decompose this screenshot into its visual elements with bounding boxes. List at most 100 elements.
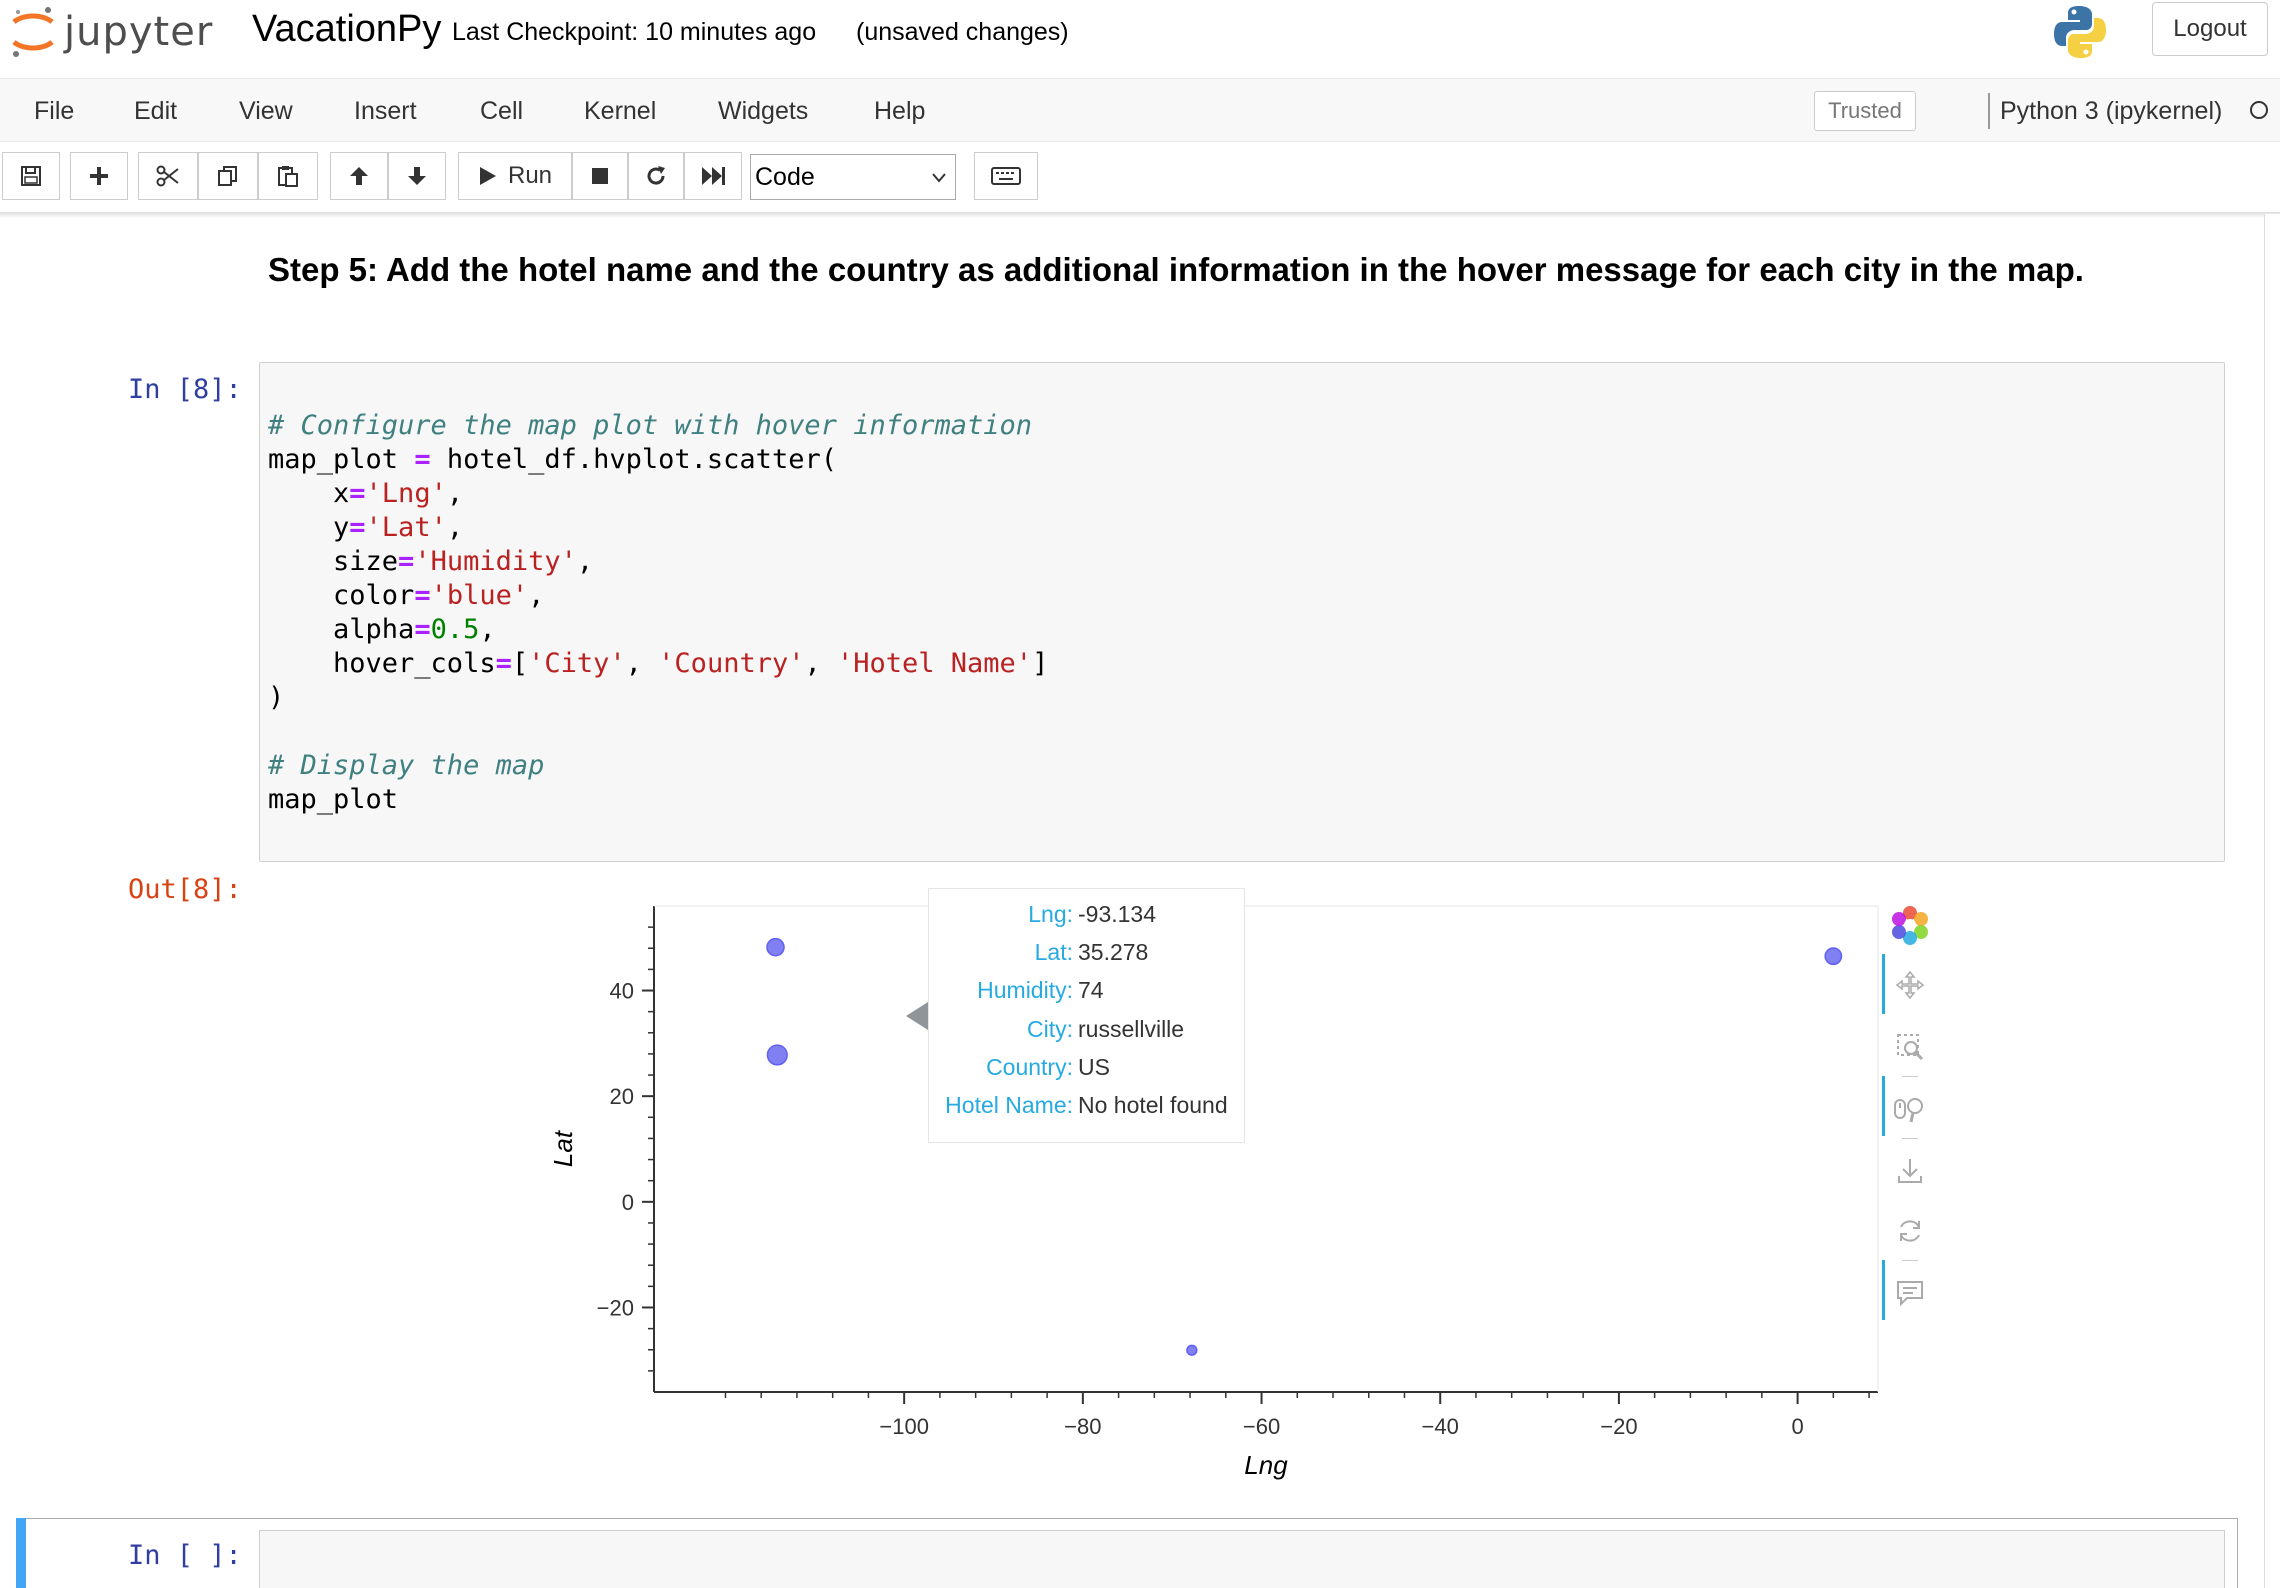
- tooltip-row: Lat: 35.278: [929, 939, 1246, 977]
- notebook-title[interactable]: VacationPy: [252, 8, 442, 50]
- bokeh-logo[interactable]: [1880, 900, 1940, 950]
- trusted-badge[interactable]: Trusted: [1814, 91, 1916, 131]
- tooltip-value: -93.134: [1078, 901, 1157, 927]
- menu-cell[interactable]: Cell: [480, 97, 524, 125]
- tooltip-value: 35.278: [1078, 939, 1149, 965]
- reset-icon: [1900, 1220, 1920, 1242]
- kernel-divider: [1988, 93, 1990, 129]
- bokeh-logo-icon: [1892, 906, 1928, 945]
- notebook-header: jupyter VacationPy Last Checkpoint: 10 m…: [0, 0, 2280, 78]
- scatter-point[interactable]: [766, 1044, 788, 1066]
- scrollbar[interactable]: [2264, 214, 2280, 1588]
- save-button[interactable]: [2, 152, 60, 200]
- code-editor[interactable]: # Configure the map plot with hover info…: [268, 409, 1048, 817]
- hover-tool[interactable]: [1880, 1268, 1940, 1318]
- jupyter-logo-text: jupyter: [64, 9, 214, 55]
- tooltip-value: 74: [1078, 977, 1104, 1003]
- code-line-12: map_plot: [268, 784, 399, 815]
- plot-ticks: −100 −80 −60 −40 −20 0 −20 0 20 40: [597, 926, 1870, 1439]
- checkpoint-status: Last Checkpoint: 10 minutes ago: [452, 18, 817, 46]
- y-tick-label: 0: [622, 1190, 634, 1215]
- tooltip-key: Lat:: [1034, 939, 1073, 965]
- save-plot-tool[interactable]: [1880, 1146, 1940, 1196]
- code-line-11: # Display the map: [268, 750, 545, 781]
- code-line-6: color='blue',: [268, 580, 545, 611]
- move-down-button[interactable]: [388, 152, 446, 200]
- x-tick-label: −20: [1600, 1414, 1637, 1439]
- x-tick-label: −100: [879, 1414, 929, 1439]
- x-tick-label: −60: [1243, 1414, 1280, 1439]
- code-line-3: x='Lng',: [268, 478, 464, 509]
- input-prompt: In [8]:: [128, 374, 242, 405]
- tooltip-row: Humidity: 74: [929, 977, 1246, 1015]
- scatter-plot[interactable]: −100 −80 −60 −40 −20 0 −20 0 20 40 Lng Lat: [540, 880, 1880, 1500]
- jupyter-logo[interactable]: jupyter: [8, 4, 213, 60]
- tooltip-key: Humidity:: [977, 977, 1073, 1003]
- command-palette-button[interactable]: [974, 152, 1038, 200]
- x-tick-label: −40: [1422, 1414, 1459, 1439]
- interrupt-button[interactable]: [572, 152, 628, 200]
- tooltip-value: russellville: [1078, 1016, 1185, 1042]
- menu-insert[interactable]: Insert: [354, 97, 417, 125]
- restart-button[interactable]: [628, 152, 684, 200]
- code-line-8: hover_cols=['City', 'Country', 'Hotel Na…: [268, 648, 1049, 679]
- tooltip-row: Country: US: [929, 1054, 1246, 1092]
- tooltip-value: US: [1078, 1054, 1110, 1080]
- menu-edit[interactable]: Edit: [134, 97, 178, 125]
- logout-button[interactable]: Logout: [2152, 2, 2268, 56]
- play-icon: [479, 167, 496, 185]
- code-line-2: map_plot = hotel_df.hvplot.scatter(: [268, 444, 837, 475]
- code-cell-input[interactable]: # Configure the map plot with hover info…: [259, 362, 2225, 862]
- save-icon: [21, 166, 41, 186]
- kernel-name[interactable]: Python 3 (ipykernel): [2000, 97, 2223, 125]
- move-up-button[interactable]: [330, 152, 388, 200]
- copy-button[interactable]: [198, 152, 258, 200]
- tooltip-value: No hotel found: [1078, 1092, 1228, 1118]
- menu-view[interactable]: View: [239, 97, 293, 125]
- paste-icon: [278, 166, 298, 187]
- wheel-zoom-active-indicator: [1882, 1076, 1885, 1136]
- cell-type-select[interactable]: Code: [750, 154, 956, 200]
- plot-frame: [653, 905, 1879, 1393]
- cut-button[interactable]: [138, 152, 198, 200]
- scatter-point[interactable]: [1186, 1344, 1198, 1356]
- output-prompt: Out[8]:: [128, 874, 242, 905]
- notebook-toolbar: Run Code: [0, 142, 2280, 214]
- box-zoom-tool[interactable]: [1880, 1022, 1940, 1072]
- pan-active-indicator: [1882, 954, 1885, 1014]
- empty-cell[interactable]: [26, 1518, 2238, 1588]
- comment-icon: [1897, 1281, 1923, 1307]
- empty-code-editor[interactable]: [259, 1530, 2225, 1588]
- copy-icon: [218, 166, 237, 186]
- empty-input-prompt: In [ ]:: [128, 1540, 242, 1571]
- tooltip-key: City:: [1027, 1016, 1073, 1042]
- menu-help[interactable]: Help: [874, 97, 926, 125]
- arrow-down-icon: [408, 167, 426, 185]
- menu-kernel[interactable]: Kernel: [584, 97, 657, 125]
- toolbar-separator: [1902, 1076, 1918, 1077]
- tooltip-key: Lng:: [1028, 901, 1073, 927]
- toolbar-shadow: [0, 212, 2280, 218]
- tooltip-row: City: russellville: [929, 1016, 1246, 1054]
- x-tick-label: −80: [1064, 1414, 1101, 1439]
- pan-tool[interactable]: [1880, 960, 1940, 1010]
- wheel-zoom-tool[interactable]: [1880, 1084, 1940, 1134]
- tooltip-key: Country:: [986, 1054, 1073, 1080]
- code-line-5: size='Humidity',: [268, 546, 594, 577]
- menu-widgets[interactable]: Widgets: [718, 97, 809, 125]
- toolbar-separator: [1902, 1138, 1918, 1139]
- cell-type-value: Code: [755, 162, 815, 191]
- scatter-point[interactable]: [766, 937, 785, 957]
- kernel-idle-indicator: [2250, 101, 2268, 119]
- reset-tool[interactable]: [1880, 1206, 1940, 1256]
- markdown-heading[interactable]: Step 5: Add the hotel name and the count…: [268, 251, 2084, 288]
- run-button[interactable]: Run: [458, 152, 572, 200]
- toolbar-separator: [1902, 1260, 1918, 1261]
- restart-run-all-button[interactable]: [684, 152, 742, 200]
- scatter-point[interactable]: [1824, 947, 1843, 966]
- insert-cell-button[interactable]: [70, 152, 128, 200]
- code-line-4: y='Lat',: [268, 512, 464, 543]
- menu-file[interactable]: File: [34, 97, 75, 125]
- unsaved-indicator: (unsaved changes): [856, 18, 1069, 46]
- paste-button[interactable]: [258, 152, 318, 200]
